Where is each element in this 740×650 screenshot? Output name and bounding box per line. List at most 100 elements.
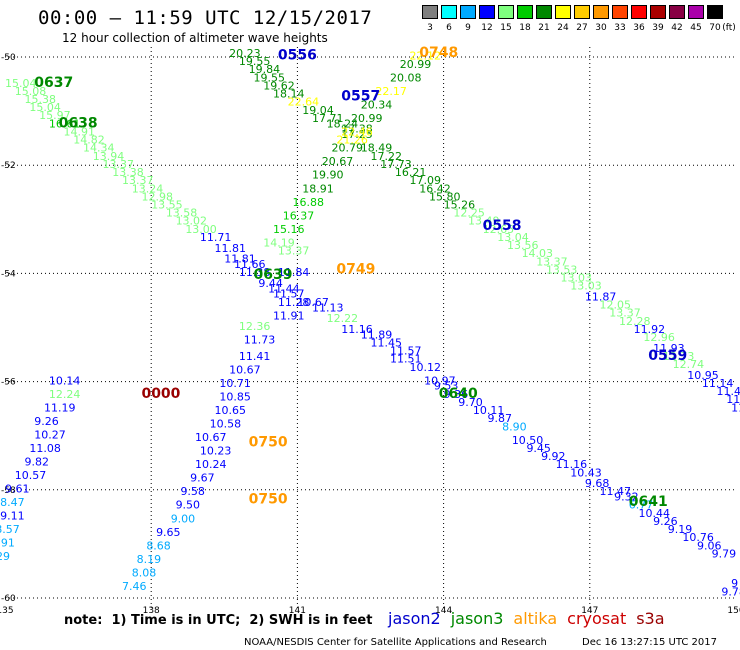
wave-height-value: 12.96 <box>643 331 675 344</box>
wave-height-value: 9.68 <box>585 477 610 490</box>
scale-unit: (ft) <box>722 23 736 33</box>
wave-height-value: 11.47 <box>600 485 632 498</box>
scale-label: 42 <box>671 23 683 33</box>
footer-note: note: 1) Time is in UTC; 2) SWH is in fe… <box>64 613 373 628</box>
wave-height-value: 9 <box>731 577 738 590</box>
wave-height-value: 13.37 <box>102 158 134 171</box>
wave-height-value: 11.46 <box>717 385 740 398</box>
scale-swatch <box>650 5 666 19</box>
wave-height-value: 19.55 <box>254 71 285 84</box>
wave-height-value: 10.58 <box>210 418 242 431</box>
wave-height-value: 9.65 <box>156 526 181 539</box>
wave-height-value: 18.91 <box>302 182 334 195</box>
wave-height-value: 8.90 <box>502 420 526 433</box>
wave-height-value: 13.04 <box>497 231 529 244</box>
wave-height-value: 9.92 <box>541 450 566 463</box>
wave-height-value: 13.49 <box>468 215 500 228</box>
pass-time-label: 0638 <box>59 115 98 131</box>
wave-height-value: 8.47 <box>0 496 25 509</box>
wave-height-value: 12.22 <box>327 312 359 325</box>
page-subtitle: 12 hour collection of altimeter wave hei… <box>62 31 328 45</box>
wave-height-value: 10.24 <box>195 458 227 471</box>
wave-height-value: 11.44 <box>268 282 300 295</box>
pass-time-label: 0640 <box>439 386 478 402</box>
wave-height-value: 11.3 <box>731 401 740 414</box>
wave-height-value: 6.77 <box>629 499 654 512</box>
footer-credit: NOAA/NESDIS Center for Satellite Applica… <box>244 637 547 648</box>
scale-label: 33 <box>614 23 626 33</box>
wave-height-points: 15.0415.0815.3815.0415.9716.6114.9114.82… <box>0 47 740 598</box>
wave-height-value: 19.84 <box>249 63 281 76</box>
wave-height-value: 15.04 <box>29 101 61 114</box>
wave-height-value: 10.67 <box>297 296 329 309</box>
wave-height-value: 11.19 <box>44 401 75 414</box>
wave-height-value: 17.22 <box>371 150 403 163</box>
wave-height-value: 18.14 <box>273 88 305 101</box>
legend-item-cryosat: cryosat <box>567 609 627 628</box>
wave-height-value: 13.53 <box>546 263 578 276</box>
pass-time-label: 0749 <box>336 261 375 277</box>
wave-height-value: 20.79 <box>332 142 364 155</box>
wave-height-value: 14.19 <box>263 236 295 249</box>
wave-height-value: 11.81 <box>215 242 247 255</box>
pass-time-label: 0748 <box>419 45 458 61</box>
wave-height-value: 10.95 <box>687 369 719 382</box>
scale-swatch <box>498 5 514 19</box>
scale-swatch <box>555 5 571 19</box>
wave-height-value: 10.65 <box>215 404 247 417</box>
wave-height-value: 17.25 <box>341 128 373 141</box>
wave-height-value: 13.55 <box>151 198 183 211</box>
scale-label: 18 <box>519 23 531 33</box>
wave-height-value: 9.58 <box>180 485 205 498</box>
axis-ticks: 135 138 141 144 147 150 -50 -52 -54 -56 -58 -60 <box>0 53 740 616</box>
wave-height-value: 11.13 <box>312 301 344 314</box>
pass-time-label: 0641 <box>629 494 668 510</box>
wave-height-value: 11.71 <box>200 231 232 244</box>
wave-height-value: 12.24 <box>49 388 81 401</box>
wave-height-value: 19.90 <box>312 169 344 182</box>
wave-height-value: 12.28 <box>619 315 651 328</box>
wave-height-value: 21.26 <box>336 134 368 147</box>
wave-height-value: 9.36 <box>444 388 469 401</box>
wave-height-value: 9.44 <box>258 277 283 290</box>
wave-height-value: 20.99 <box>400 58 432 71</box>
wave-height-value: 19.55 <box>239 55 270 68</box>
lon-tick-label: 135 <box>0 606 14 616</box>
wave-height-value: 11.14 <box>702 377 734 390</box>
wave-height-value: 11.73 <box>244 334 276 347</box>
wave-height-value: 13.58 <box>166 207 198 220</box>
wave-height-value: 13.03 <box>570 280 602 293</box>
wave-height-value: 8.68 <box>146 539 171 552</box>
wave-height-value: 9.32 <box>614 491 639 504</box>
wave-height-value: 9.70 <box>458 396 483 409</box>
scale-label: 36 <box>633 23 645 33</box>
scale-label: 70 <box>709 23 721 33</box>
scale-label: 12 <box>481 23 493 33</box>
wave-height-value: 14.34 <box>83 142 115 155</box>
wave-height-value: 11.08 <box>29 442 61 455</box>
scale-swatch <box>479 5 495 19</box>
lat-tick-label: -58 <box>1 486 16 496</box>
page-title: 00:00 – 11:59 UTC 12/15/2017 <box>38 7 373 29</box>
wave-height-value: 15.16 <box>273 223 305 236</box>
pass-time-label: 0000 <box>141 386 180 402</box>
wave-height-value: 11.16 <box>341 323 373 336</box>
wave-height-value: 12.25 <box>453 207 485 220</box>
wave-height-value: 13.56 <box>507 239 539 252</box>
wave-height-value: 11.16 <box>556 458 588 471</box>
wave-height-value: 12.05 <box>600 299 632 312</box>
wave-height-value: 15.04 <box>5 77 37 90</box>
wave-height-value: 12.74 <box>673 358 705 371</box>
wave-height-value: 13.03 <box>561 272 593 285</box>
wave-height-value: 11.89 <box>361 328 393 341</box>
lon-tick-label: 141 <box>289 606 306 616</box>
wave-height-value: 10.85 <box>219 391 251 404</box>
pass-time-label: 0639 <box>254 267 293 283</box>
wave-height-value: 16.37 <box>283 209 315 222</box>
wave-height-value: 13.02 <box>176 215 208 228</box>
wave-height-value: 16.42 <box>419 182 451 195</box>
wave-height-value: 14.91 <box>63 125 94 138</box>
scale-swatch <box>422 5 438 19</box>
wave-height-value: 19.04 <box>302 104 334 117</box>
wave-height-value: 8.19 <box>137 553 162 566</box>
